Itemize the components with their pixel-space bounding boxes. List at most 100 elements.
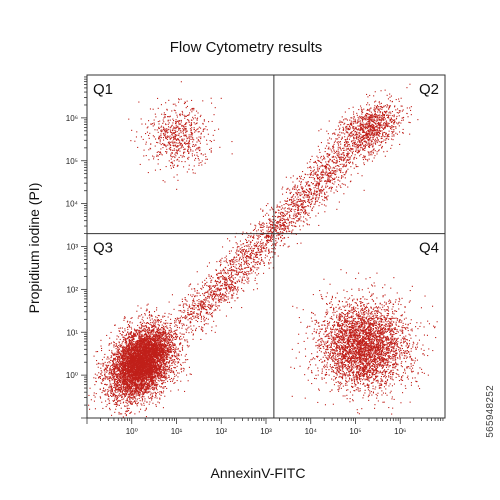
data-point: [144, 377, 146, 379]
data-point: [156, 355, 158, 357]
data-point: [126, 383, 128, 385]
data-point: [138, 369, 140, 371]
data-point: [175, 329, 177, 331]
data-point: [127, 352, 129, 354]
data-point: [136, 344, 138, 346]
data-point: [123, 380, 125, 382]
data-point: [113, 392, 115, 394]
data-point: [136, 378, 138, 380]
data-point: [159, 397, 161, 399]
data-point: [163, 358, 165, 360]
data-point: [159, 367, 161, 369]
data-point: [133, 332, 135, 334]
data-point: [103, 356, 105, 358]
data-point: [163, 356, 165, 358]
data-point: [129, 322, 131, 324]
data-point: [124, 358, 126, 360]
data-point: [124, 405, 126, 407]
data-point: [157, 356, 159, 358]
data-point: [135, 371, 137, 373]
data-point: [130, 354, 132, 356]
data-point: [107, 389, 109, 391]
data-point: [126, 371, 128, 373]
data-point: [120, 386, 122, 388]
data-point: [161, 375, 163, 377]
data-point: [157, 364, 159, 366]
data-point: [137, 305, 139, 307]
data-point: [132, 392, 134, 394]
data-point: [125, 340, 127, 342]
data-point: [163, 370, 165, 372]
data-point: [137, 354, 139, 356]
data-point: [146, 322, 148, 324]
data-point: [148, 328, 150, 330]
data-point: [157, 368, 159, 370]
data-point: [156, 309, 158, 311]
data-point: [160, 345, 162, 347]
data-point: [139, 346, 141, 348]
data-point: [156, 382, 158, 384]
data-point: [169, 337, 171, 339]
data-point: [163, 363, 165, 365]
data-point: [112, 379, 114, 381]
data-point: [128, 333, 130, 335]
data-point: [117, 353, 119, 355]
data-point: [156, 317, 158, 319]
data-point: [164, 359, 166, 361]
data-point: [155, 393, 157, 395]
data-point: [149, 334, 151, 336]
data-point: [112, 373, 114, 375]
data-point: [100, 370, 102, 372]
data-point: [153, 329, 155, 331]
data-point: [113, 368, 115, 370]
data-point: [184, 339, 186, 341]
data-point: [94, 396, 96, 398]
data-point: [169, 346, 171, 348]
data-point: [146, 341, 148, 343]
data-point: [135, 388, 137, 390]
data-point: [139, 372, 141, 374]
data-point: [122, 386, 124, 388]
data-point: [124, 356, 126, 358]
data-point: [139, 336, 141, 338]
data-point: [156, 389, 158, 391]
data-point: [159, 332, 161, 334]
data-point: [102, 365, 104, 367]
data-point: [148, 357, 150, 359]
data-point: [149, 346, 151, 348]
data-point: [132, 360, 134, 362]
data-point: [141, 326, 143, 328]
data-point: [113, 342, 115, 344]
data-point: [115, 373, 117, 375]
data-point: [166, 327, 168, 329]
data-point: [159, 344, 161, 346]
data-point: [119, 379, 121, 381]
data-point: [135, 361, 137, 363]
data-point: [158, 366, 160, 368]
data-point: [161, 343, 163, 345]
data-point: [180, 367, 182, 369]
data-point: [108, 372, 110, 374]
data-point: [125, 380, 127, 382]
data-point: [116, 389, 118, 391]
data-point: [107, 391, 109, 393]
data-point: [159, 374, 161, 376]
data-point: [151, 345, 153, 347]
data-point: [157, 364, 159, 366]
data-point: [120, 327, 122, 329]
data-point: [156, 358, 158, 360]
data-point: [116, 350, 118, 352]
data-point: [141, 334, 143, 336]
data-point: [151, 384, 153, 386]
data-point: [159, 331, 161, 333]
data-point: [153, 382, 155, 384]
data-point: [111, 376, 113, 378]
data-point: [108, 370, 110, 372]
data-point: [168, 361, 170, 363]
data-point: [155, 378, 157, 380]
data-point: [135, 383, 137, 385]
data-point: [123, 380, 125, 382]
data-point: [116, 374, 118, 376]
data-point: [114, 386, 116, 388]
data-point: [116, 378, 118, 380]
